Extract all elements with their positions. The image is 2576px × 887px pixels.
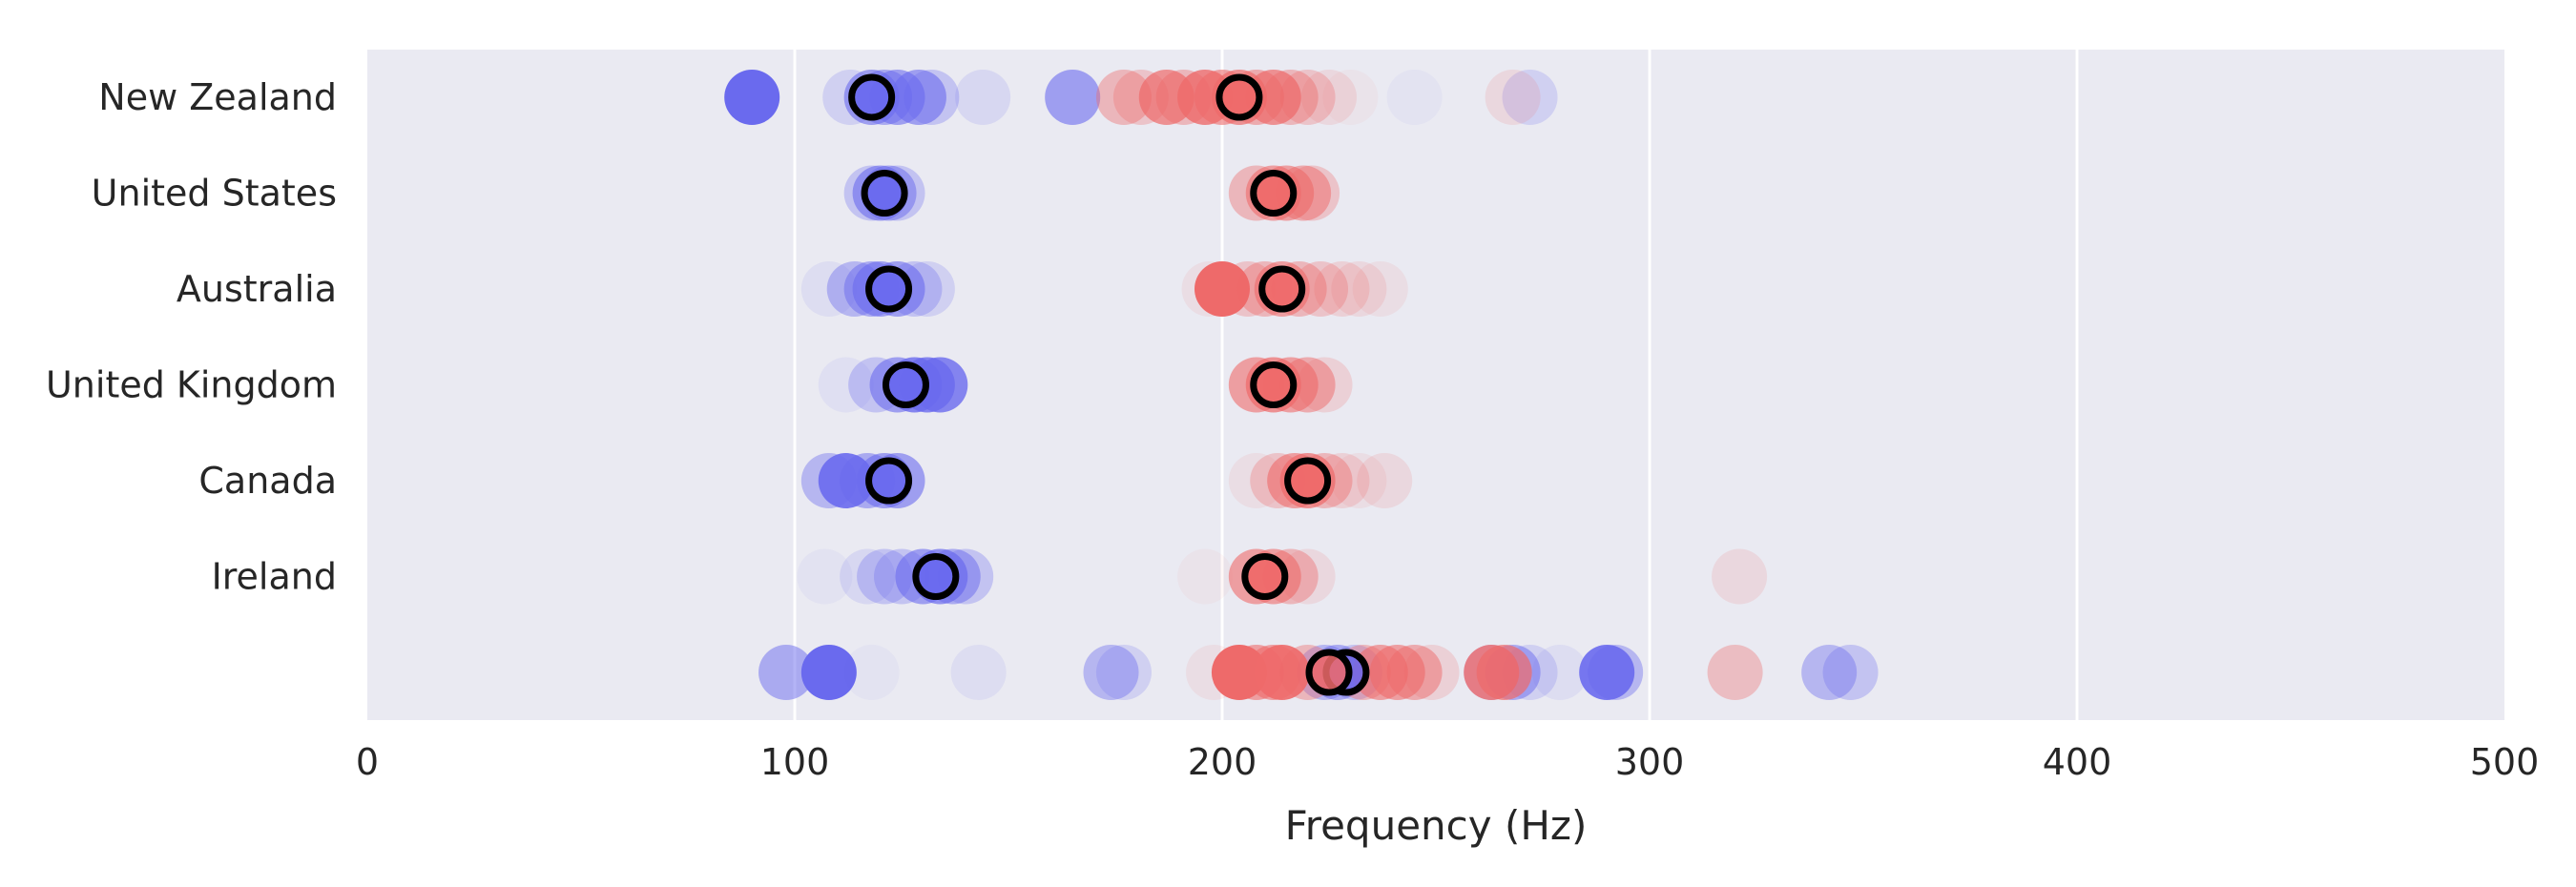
data-point [1357,453,1413,508]
data-point [890,70,946,125]
data-point [1822,645,1879,700]
data-point [1386,70,1443,125]
data-point [843,645,900,700]
data-point [1279,70,1336,125]
mean-marker [882,361,929,408]
mean-marker [848,73,896,121]
mean-marker [1284,457,1332,505]
data-point [1279,357,1336,413]
mean-marker [1215,73,1263,121]
x-tick-labels: 0 100 200 300 400 500 [356,741,2539,783]
y-tick-labels: New Zealand United States Australia United … [46,76,337,598]
y-tick-label: United States [92,173,337,215]
mean-marker [865,457,913,505]
data-point [1045,70,1101,125]
mean-marker [865,265,913,313]
data-point [857,548,913,605]
data-point [1195,261,1250,317]
data-point [1386,645,1443,700]
y-tick-label: Ireland [212,556,337,598]
data-point [1588,645,1644,700]
y-tick-label: Australia [177,268,337,310]
data-point [800,645,857,700]
data-point [1403,645,1460,700]
data-point [912,357,968,413]
data-point [1485,70,1541,125]
data-point [1262,70,1319,125]
data-point [818,357,874,413]
data-point [1083,645,1139,700]
gridlines [793,50,2079,720]
y-tick-label: United Kingdom [46,364,337,406]
data-point [904,70,960,125]
mean-marker [1305,649,1353,696]
x-tick-label: 500 [2470,741,2540,783]
data-point [800,261,857,317]
data-point [840,548,896,605]
data-point [1331,261,1387,317]
data-point [1531,645,1588,700]
data-point [724,70,780,125]
data-point [758,645,815,700]
data-point [950,645,1007,700]
y-tick-label: New Zealand [98,76,337,118]
data-point [1579,645,1635,700]
data-point [1314,261,1370,317]
plot-area-background [367,50,2504,720]
data-point [1331,453,1387,508]
x-tick-label: 300 [1615,741,1685,783]
mean-marker [861,170,908,217]
data-point [1322,70,1379,125]
data-point [1245,70,1301,125]
data-point [1228,453,1284,508]
x-tick-label: 400 [2043,741,2112,783]
data-point [1095,70,1152,125]
mean-marker [1250,170,1298,217]
data-point [1095,645,1152,700]
x-tick-label: 100 [760,741,830,783]
data-point [1801,645,1858,700]
data-point [1476,645,1532,700]
x-axis-title: Frequency (Hz) [1285,802,1588,849]
data-point [899,261,955,317]
mean-marker [1250,361,1298,408]
data-point [1254,645,1310,700]
x-tick-label: 0 [356,741,379,783]
data-point [1293,261,1349,317]
mean-marker [1258,265,1306,313]
data-point [1314,453,1370,508]
data-point [1177,548,1234,605]
data-point [797,548,853,605]
data-point [1301,70,1357,125]
data-point [1138,70,1195,125]
mean-marker [1241,553,1289,600]
mean-marker [912,553,960,600]
data-point [1352,261,1408,317]
data-point [1297,357,1353,413]
mean-markers [848,73,1370,696]
data-point [1284,165,1340,221]
data-point [1502,70,1558,125]
data-point [1707,645,1763,700]
data-point [955,70,1011,125]
y-tick-label: Canada [198,460,337,502]
data-points [724,70,1879,700]
data-point [1712,548,1768,605]
data-point [1279,548,1336,605]
x-tick-label: 200 [1188,741,1257,783]
